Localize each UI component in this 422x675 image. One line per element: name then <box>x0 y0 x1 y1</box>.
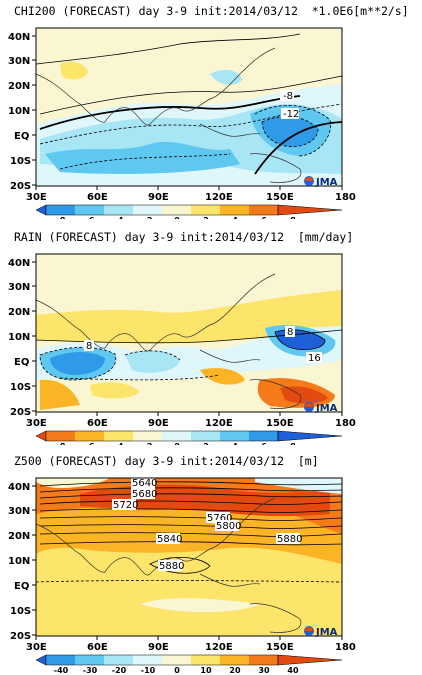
colorbar-tick: 0 <box>174 216 180 219</box>
jma-logo: JMA <box>304 176 338 188</box>
colorbar-tick: -6 <box>86 442 95 445</box>
lon-label: 90E <box>148 192 169 203</box>
svg-text:JMA: JMA <box>315 177 338 188</box>
z500-contour-label: 5640 <box>132 478 157 489</box>
lat-label: 40N <box>8 482 30 493</box>
z500-map: 5640 5680 5720 5760 5800 5840 5880 5880 … <box>8 477 356 675</box>
lat-label: EQ <box>14 357 29 368</box>
colorbar-tick: 30 <box>258 666 270 675</box>
z500-contour-label: 5680 <box>132 489 157 500</box>
lat-label: 10S <box>10 156 31 167</box>
lon-label: 150E <box>266 192 294 203</box>
jma-logo: JMA <box>304 402 338 414</box>
lon-label: 60E <box>87 418 108 429</box>
lon-label: 60E <box>87 192 108 203</box>
lat-label: 20S <box>10 631 31 642</box>
colorbar-tick: 4 <box>232 216 238 219</box>
rain-colorbar: -8 -6 -4 -2 0 2 4 6 8 <box>35 430 343 445</box>
z500-contour-label: 5840 <box>157 534 182 545</box>
colorbar-tick: 0 <box>174 442 180 445</box>
lat-label: 40N <box>8 258 30 269</box>
lon-label: 150E <box>266 418 294 429</box>
lon-label: 30E <box>26 192 47 203</box>
rain-contour-label: 8 <box>86 341 92 352</box>
z500-colorbar: -40 -30 -20 -10 0 10 20 30 40 <box>35 654 343 675</box>
colorbar-tick: -4 <box>115 216 124 219</box>
chi200-contour-label: -8 <box>283 91 293 102</box>
colorbar-tick: 2 <box>203 216 209 219</box>
lon-label: 150E <box>266 642 294 653</box>
lon-label: 120E <box>205 418 233 429</box>
lat-label: EQ <box>14 131 29 142</box>
lat-label: 20S <box>10 407 31 418</box>
z500-title: Z500 (FORECAST) day 3-9 init:2014/03/12 … <box>14 454 319 468</box>
lat-label: 20N <box>8 307 30 318</box>
colorbar-tick: -10 <box>141 666 156 675</box>
lat-label: 10N <box>8 332 30 343</box>
lat-label: 10S <box>10 606 31 617</box>
colorbar-tick: 6 <box>261 442 267 445</box>
rain-title: RAIN (FORECAST) day 3-9 init:2014/03/12 … <box>14 230 354 244</box>
colorbar-tick: -2 <box>144 442 153 445</box>
jma-logo: JMA <box>304 626 338 638</box>
chi200-contour-label: -12 <box>283 109 299 120</box>
chi200-title: CHI200 (FORECAST) day 3-9 init:2014/03/1… <box>14 4 409 18</box>
lat-label: 20S <box>10 181 31 192</box>
z500-contour-label: 5880 <box>277 534 302 545</box>
z500-contour-label: 5760 <box>207 513 232 524</box>
colorbar-tick: 40 <box>287 666 299 675</box>
colorbar-tick: 8 <box>290 216 296 219</box>
z500-contour-label: 5720 <box>113 500 138 511</box>
lon-label: 60E <box>87 642 108 653</box>
colorbar-tick: -2 <box>144 216 153 219</box>
lon-label: 180 <box>335 642 356 653</box>
lon-label: 90E <box>148 418 169 429</box>
rain-contour-label: 8 <box>287 327 293 338</box>
z500-panel: Z500 (FORECAST) day 3-9 init:2014/03/12 … <box>0 454 422 675</box>
lat-label: 20N <box>8 81 30 92</box>
chi200-panel: CHI200 (FORECAST) day 3-9 init:2014/03/1… <box>0 4 422 219</box>
rain-map: 8 16 8 40N 30N 20N 10N EQ 10S 20S 30E 60… <box>8 253 356 445</box>
colorbar-tick: 4 <box>232 442 238 445</box>
lat-label: EQ <box>14 581 29 592</box>
lon-label: 30E <box>26 642 47 653</box>
svg-text:JMA: JMA <box>315 403 338 414</box>
colorbar-tick: -6 <box>86 216 95 219</box>
lat-label: 10N <box>8 556 30 567</box>
lon-label: 180 <box>335 418 356 429</box>
colorbar-tick: -4 <box>115 442 124 445</box>
rain-panel: RAIN (FORECAST) day 3-9 init:2014/03/12 … <box>0 230 422 445</box>
lat-label: 30N <box>8 506 30 517</box>
lon-label: 120E <box>205 192 233 203</box>
lon-label: 180 <box>335 192 356 203</box>
colorbar-tick: 2 <box>203 442 209 445</box>
lat-label: 10S <box>10 382 31 393</box>
lon-label: 120E <box>205 642 233 653</box>
colorbar-tick: 0 <box>174 666 180 675</box>
lat-label: 30N <box>8 56 30 67</box>
colorbar-tick: -40 <box>54 666 69 675</box>
colorbar-tick: 10 <box>200 666 212 675</box>
lat-label: 10N <box>8 106 30 117</box>
colorbar-tick: -8 <box>57 442 66 445</box>
svg-text:JMA: JMA <box>315 627 338 638</box>
colorbar-tick: 6 <box>261 216 267 219</box>
chi200-map: -8 -12 40N 30N 20N 10N EQ 10S 20S 30E 60… <box>8 27 356 219</box>
lat-label: 40N <box>8 32 30 43</box>
z500-contour-label: 5800 <box>216 521 241 532</box>
lon-label: 90E <box>148 642 169 653</box>
lat-label: 30N <box>8 282 30 293</box>
lon-label: 30E <box>26 418 47 429</box>
rain-contour-label: 16 <box>308 353 321 364</box>
chi200-colorbar: -8 -6 -4 -2 0 2 4 6 8 <box>35 204 343 219</box>
colorbar-tick: -8 <box>57 216 66 219</box>
colorbar-tick: -20 <box>112 666 127 675</box>
colorbar-tick: -30 <box>83 666 98 675</box>
z500-contour-label: 5880 <box>159 561 184 572</box>
lat-label: 20N <box>8 531 30 542</box>
colorbar-tick: 20 <box>229 666 241 675</box>
colorbar-tick: 8 <box>290 442 296 445</box>
